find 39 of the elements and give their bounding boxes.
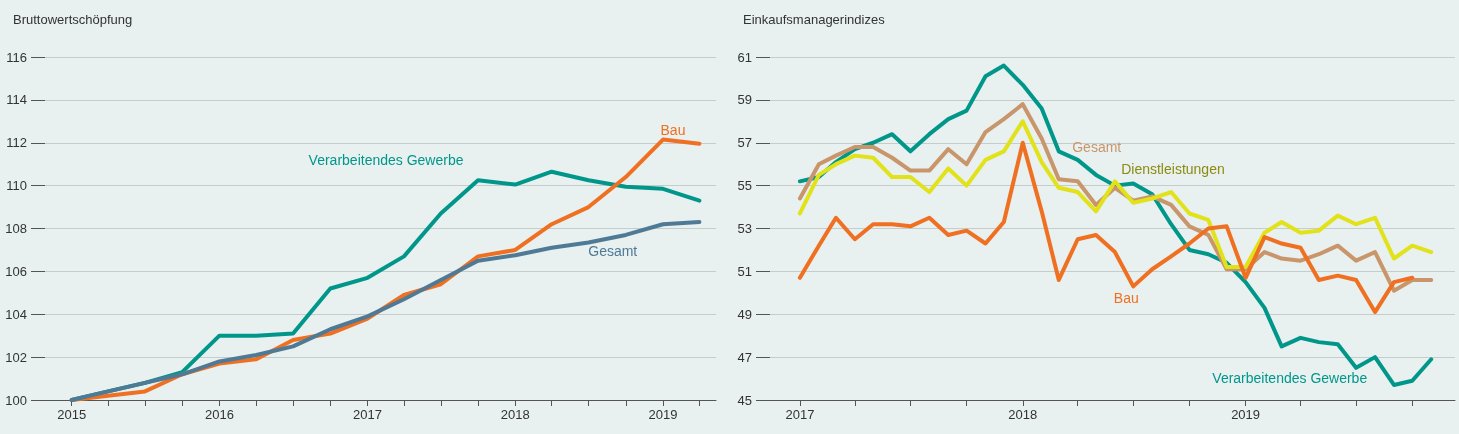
y-tick-label: 102 xyxy=(5,349,27,365)
y-tick-label: 61 xyxy=(737,49,752,65)
series-label: Verarbeitendes Gewerbe xyxy=(1212,370,1368,387)
series-label: Gesamt xyxy=(588,242,638,259)
y-tick-label: 57 xyxy=(737,135,752,151)
y-tick-label: 104 xyxy=(5,306,27,322)
series-label: Bau xyxy=(1113,290,1139,307)
y-tick-label: 47 xyxy=(737,349,752,365)
y-tick-label: 114 xyxy=(6,92,27,108)
line-series xyxy=(797,140,1415,315)
x-tick-label: 2017 xyxy=(785,407,815,422)
y-tick-label: 100 xyxy=(5,392,27,408)
y-tick-label: 110 xyxy=(6,178,27,194)
x-tick-label: 2019 xyxy=(648,407,678,422)
y-tick-label: 49 xyxy=(737,306,752,322)
y-tick-label: 59 xyxy=(737,92,752,108)
x-tick-label: 2015 xyxy=(57,407,87,422)
y-tick-label: 55 xyxy=(737,178,752,194)
line-series xyxy=(69,220,702,402)
y-tick-label: 106 xyxy=(5,263,27,279)
y-tick-label: 53 xyxy=(737,221,752,236)
x-tick-label: 2017 xyxy=(353,407,383,422)
series-label: Gesamt xyxy=(1072,139,1122,156)
x-tick-label: 2019 xyxy=(1231,407,1261,422)
line-series xyxy=(797,63,1434,387)
y-tick-label: 51 xyxy=(737,263,752,279)
series-label: Verarbeitendes Gewerbe xyxy=(308,152,464,169)
x-tick-label: 2018 xyxy=(1008,407,1038,422)
line-series xyxy=(797,119,1434,270)
series-label: Bau xyxy=(660,121,686,138)
x-tick-label: 2018 xyxy=(500,407,530,422)
chart-title: Einkaufsmanagerindizes xyxy=(743,12,886,27)
y-tick-label: 116 xyxy=(6,49,27,65)
chart-title: Bruttowertschöpfung xyxy=(13,12,133,27)
x-tick-label: 2016 xyxy=(204,407,234,422)
y-tick-label: 45 xyxy=(737,392,752,408)
series-label: Dienstleistungen xyxy=(1121,161,1225,178)
y-tick-label: 112 xyxy=(6,135,27,151)
y-tick-label: 108 xyxy=(5,221,27,236)
